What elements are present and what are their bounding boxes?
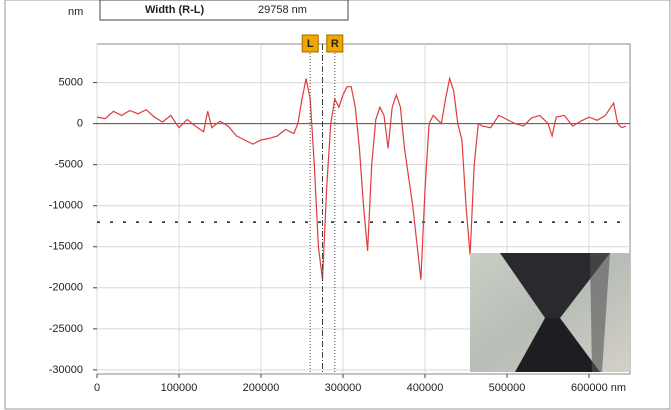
y-tick-label: -25000 (49, 323, 83, 335)
frame (4, 0, 671, 410)
header-value: 29758 nm (258, 4, 307, 16)
y-tick-label: 5000 (59, 76, 83, 88)
y-tick-label: -5000 (55, 159, 83, 171)
header-box (99, 0, 349, 21)
y-tick-label: 0 (77, 118, 83, 130)
x-tick-label: 300000 (325, 382, 362, 394)
cursor-handle[interactable] (301, 34, 319, 53)
y-tick-label: -20000 (49, 282, 83, 294)
header-label: Width (R-L) (145, 4, 204, 16)
cursor-label: L (307, 38, 314, 50)
x-tick-label: 0 (94, 382, 100, 394)
x-tick-label: 400000 (407, 382, 444, 394)
x-tick-label: 200000 (243, 382, 280, 394)
x-tick-label: 500000 (489, 382, 526, 394)
x-tick-label: 600000 nm (571, 382, 626, 394)
profile-line (96, 76, 627, 280)
y-tick-label: -10000 (49, 200, 83, 212)
cursor-label: R (331, 38, 339, 50)
y-tick-label: -15000 (49, 241, 83, 253)
x-tick-label: 100000 (161, 382, 198, 394)
y-tick-label: -30000 (49, 364, 83, 376)
inset-image (470, 253, 630, 372)
y-unit: nm (68, 6, 83, 18)
cursor-handle[interactable] (326, 34, 344, 53)
